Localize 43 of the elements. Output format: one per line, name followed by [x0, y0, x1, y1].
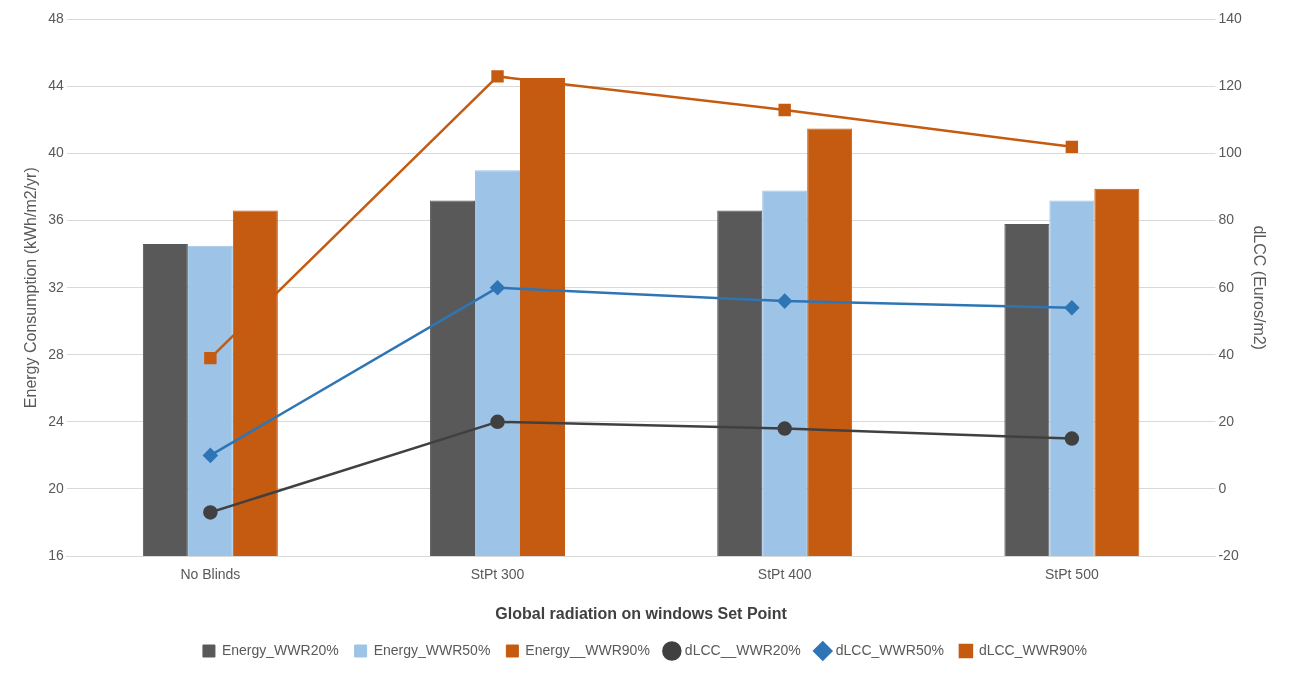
legend-label: Energy_WWR20%: [221, 641, 339, 658]
legend-label: dLCC__WWR20%: [684, 641, 801, 658]
point: [490, 414, 505, 430]
y-tick-label: 28: [48, 345, 64, 362]
y2-tick-label: 80: [1218, 211, 1235, 228]
point: [1064, 431, 1080, 446]
x-tick-label: StPt 300: [470, 566, 525, 583]
y2-tick-label: 0: [1218, 479, 1227, 496]
point: [1065, 140, 1079, 154]
legend-label: Energy_WWR50%: [373, 641, 491, 658]
y2-tick-label: 20: [1218, 412, 1235, 429]
y2-tick-label: 40: [1218, 345, 1235, 362]
point: [203, 505, 218, 520]
y-tick-label: 16: [48, 546, 64, 563]
x-tick-label: StPt 400: [757, 566, 812, 583]
point: [490, 280, 505, 295]
x-tick-label: No Blinds: [180, 566, 241, 583]
y-tick-label: 24: [48, 412, 64, 429]
y2-axis-title: dLCC (Euros/m2): [1250, 225, 1268, 350]
y-tick-label: 20: [48, 479, 64, 496]
y-tick-label: 44: [48, 77, 64, 94]
point: [778, 103, 791, 117]
point: [491, 70, 504, 83]
point: [203, 448, 218, 463]
x-axis-title: Global radiation on windows Set Point: [495, 604, 788, 622]
legend-label: Energy__WWR90%: [525, 641, 650, 658]
y2-tick-label: 60: [1218, 278, 1235, 295]
point: [1064, 300, 1080, 316]
legend-label: dLCC_WWR90%: [978, 641, 1088, 658]
y-tick-label: 40: [48, 144, 64, 161]
y2-tick-label: 140: [1218, 10, 1243, 27]
y-tick-label: 48: [48, 10, 64, 27]
x-tick-label: StPt 500: [1045, 566, 1099, 583]
y2-tick-label: 100: [1218, 144, 1243, 161]
point: [204, 351, 217, 365]
legend-label: dLCC_WWR50%: [835, 641, 944, 658]
point: [777, 421, 792, 436]
y2-tick-label: 120: [1218, 77, 1243, 94]
y-axis-title: Energy Consumption (kWh/m2/yr): [22, 167, 40, 409]
y2-tick-label: -20: [1218, 546, 1239, 563]
point: [777, 293, 792, 309]
y-tick-label: 32: [48, 278, 64, 295]
y-tick-label: 36: [48, 211, 64, 228]
